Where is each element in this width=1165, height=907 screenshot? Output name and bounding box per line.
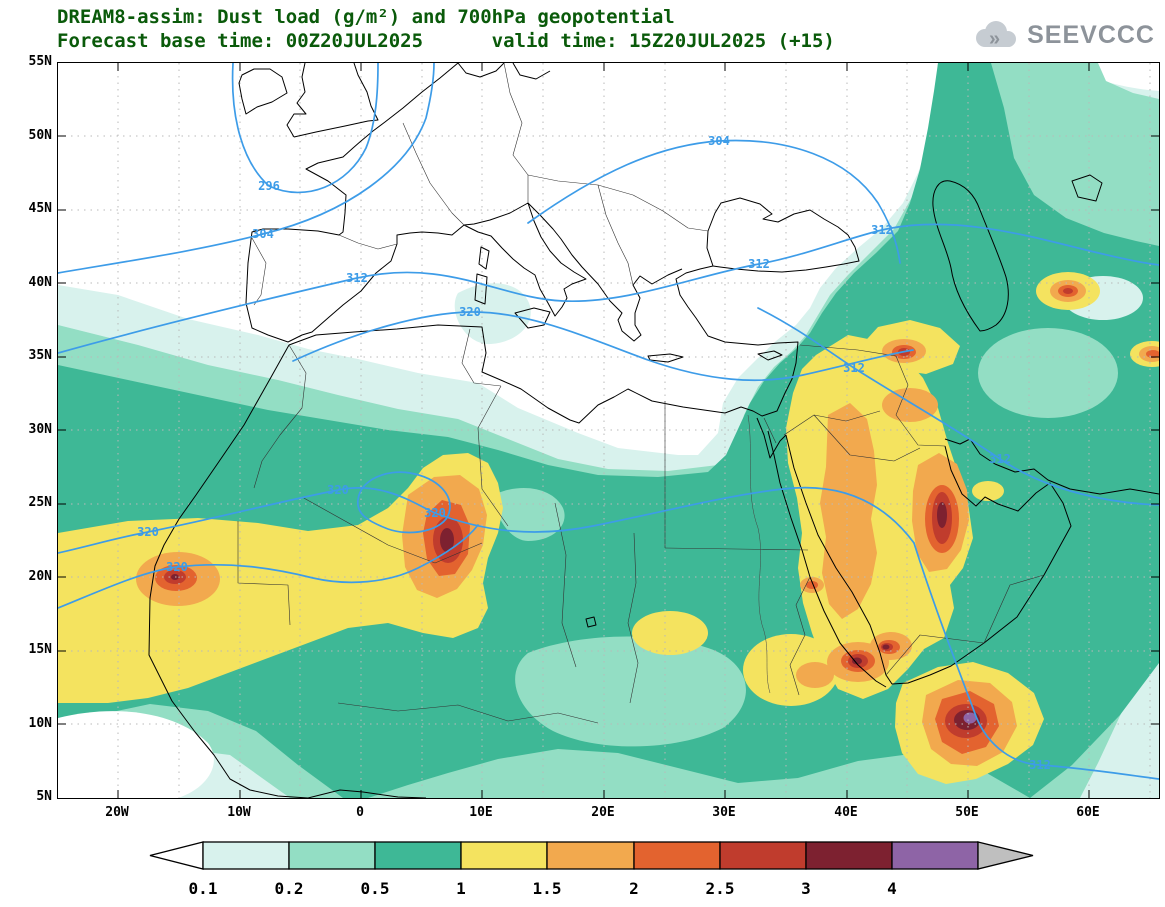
geopotential-contour-label: 304 — [708, 134, 730, 148]
geopotential-contour-label: 312 — [843, 361, 865, 375]
dust-fill-layer — [58, 63, 1159, 798]
colorbar-cell — [805, 841, 893, 870]
geopotential-contour-label: 312 — [748, 257, 770, 271]
colorbar-tick-label: 1 — [456, 879, 466, 898]
colorbar-cell — [374, 841, 462, 870]
y-tick-label: 10N — [28, 716, 52, 731]
colorbar-cell — [633, 841, 721, 870]
geopotential-contour-label: 320 — [137, 525, 159, 539]
geopotential-contour-label: 296 — [258, 179, 280, 193]
seevccc-logo: » SEEVCCC — [971, 18, 1155, 52]
map-canvas — [58, 63, 1159, 798]
y-tick-label: 40N — [28, 275, 52, 290]
chart-title: DREAM8-assim: Dust load (g/m²) and 700hP… — [57, 6, 675, 28]
y-tick-label: 35N — [28, 348, 52, 363]
y-tick-label: 55N — [28, 54, 52, 69]
geopotential-contour-label: 312 — [1029, 758, 1051, 772]
chart-subtitle: Forecast base time: 00Z20JUL2025 valid t… — [57, 30, 835, 52]
coastlines — [148, 63, 1159, 798]
colorbar-cell — [546, 841, 635, 870]
colorbar-tick-label: 1.5 — [533, 879, 562, 898]
geopotential-contour-label: 320 — [166, 560, 188, 574]
geopotential-contour-label: 312 — [989, 452, 1011, 466]
geopotential-contour-label: 312 — [346, 271, 368, 285]
colorbar-cell — [719, 841, 807, 870]
geopotential-contour-label: 320 — [424, 506, 446, 520]
x-tick-label: 20E — [591, 805, 615, 820]
y-tick-label: 45N — [28, 201, 52, 216]
x-tick-label: 30E — [712, 805, 736, 820]
colorbar-overflow-arrow — [977, 841, 1034, 870]
y-tick-label: 25N — [28, 495, 52, 510]
colorbar-cell — [460, 841, 548, 870]
x-tick-label: 10W — [227, 805, 251, 820]
x-tick-label: 0 — [356, 805, 364, 820]
cloud-arrows-glyph: » — [989, 28, 1000, 50]
country-borders — [237, 63, 1045, 724]
colorbar-tick-label: 2.5 — [706, 879, 735, 898]
colorbar-tick-label: 4 — [887, 879, 897, 898]
geopotential-contour-lines — [58, 63, 1159, 780]
cloud-icon: » — [976, 21, 1017, 50]
colorbar-tick-label: 0.2 — [275, 879, 304, 898]
x-tick-label: 10E — [469, 805, 493, 820]
x-tick-label: 40E — [834, 805, 858, 820]
y-tick-label: 50N — [28, 128, 52, 143]
y-tick-label: 15N — [28, 642, 52, 657]
colorbar: 0.1 0.2 0.5 1 1.5 2 2.5 3 4 — [148, 840, 1038, 902]
map-frame: 296 304 304 312 312 312 312 312 312 320 … — [57, 62, 1160, 799]
logo-text: SEEVCCC — [1027, 20, 1155, 49]
y-tick-label: 20N — [28, 569, 52, 584]
colorbar-cell — [202, 841, 290, 870]
axis-tick-marks — [58, 63, 1159, 798]
colorbar-tick-label: 0.5 — [361, 879, 390, 898]
x-tick-label: 50E — [955, 805, 979, 820]
x-tick-label: 60E — [1076, 805, 1100, 820]
colorbar-cell — [891, 841, 979, 870]
y-tick-label: 5N — [36, 789, 52, 804]
geopotential-contour-label: 312 — [871, 223, 893, 237]
y-tick-label: 30N — [28, 422, 52, 437]
colorbar-tick-label: 2 — [629, 879, 639, 898]
geopotential-contour-label: 320 — [459, 305, 481, 319]
colorbar-tick-label: 0.1 — [189, 879, 218, 898]
x-tick-label: 20W — [105, 805, 129, 820]
colorbar-canvas: 0.1 0.2 0.5 1 1.5 2 2.5 3 4 — [149, 841, 1034, 898]
colorbar-tick-label: 3 — [801, 879, 811, 898]
colorbar-underflow-arrow — [149, 841, 204, 870]
colorbar-cell — [288, 841, 376, 870]
geopotential-contour-label: 320 — [327, 483, 349, 497]
geopotential-contour-label: 304 — [252, 227, 274, 241]
title-block: DREAM8-assim: Dust load (g/m²) and 700hP… — [57, 5, 835, 53]
